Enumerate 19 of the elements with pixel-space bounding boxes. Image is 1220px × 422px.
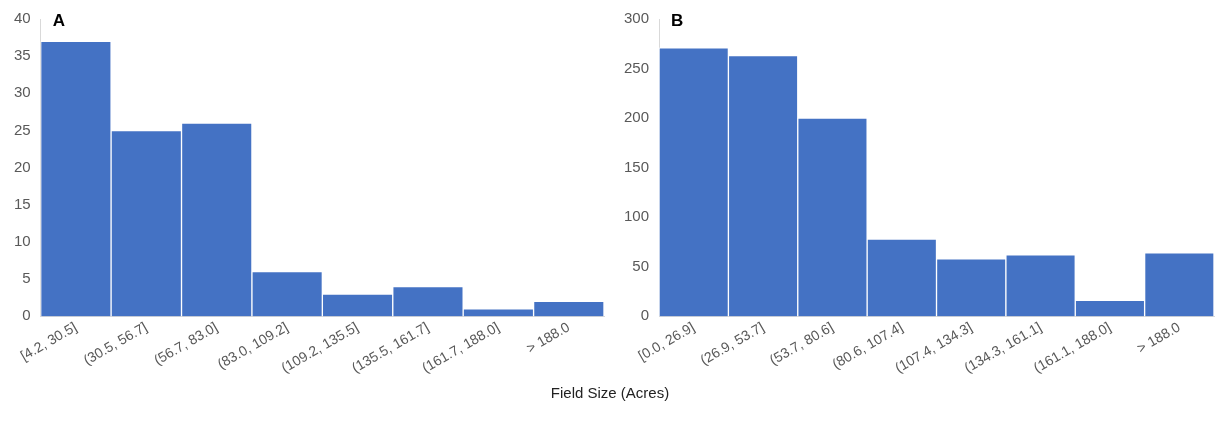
y-tick-label: 0 [640,306,650,324]
y-tick-label: 40 [14,9,31,27]
y-tick-label: 300 [624,9,650,27]
y-tick-label: 20 [14,157,31,175]
y-tick-label: 15 [14,194,31,212]
y-tick-label: 30 [14,83,31,101]
chart-title: A [52,11,65,31]
y-tick-label: 50 [632,256,650,274]
y-tick-label: 35 [14,46,31,64]
y-tick-label: 5 [22,269,31,287]
y-tick-label: 200 [624,108,650,126]
chart-title: B [671,11,684,31]
y-tick-label: 250 [624,58,650,76]
x-axis-title: Field Size (Acres) [549,384,671,401]
y-tick-label: 150 [624,157,650,175]
y-tick-label: 100 [624,207,650,225]
y-tick-label: 0 [22,306,31,324]
y-tick-label: 25 [14,120,31,138]
y-tick-label: 10 [14,232,31,250]
